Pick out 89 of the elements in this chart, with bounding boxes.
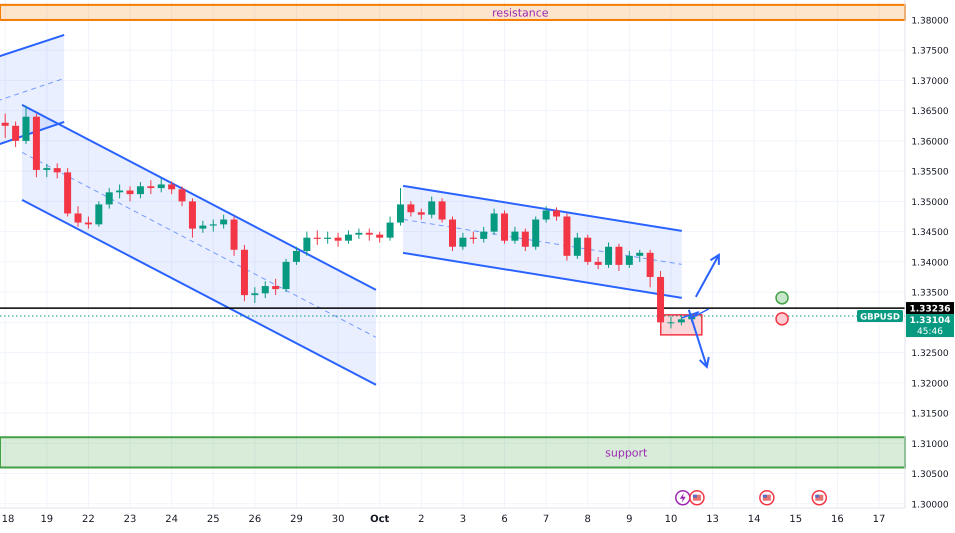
candlestick bbox=[522, 228, 529, 252]
y-tick-label: 1.36500 bbox=[911, 107, 949, 118]
x-tick-label: 26 bbox=[248, 514, 262, 525]
candlestick bbox=[262, 280, 269, 299]
x-tick-label: 24 bbox=[165, 514, 178, 525]
x-tick-label: 29 bbox=[290, 514, 303, 525]
y-tick-label: 1.32500 bbox=[911, 349, 949, 360]
x-tick-label: 15 bbox=[789, 514, 802, 525]
candlestick bbox=[615, 243, 622, 272]
candlestick bbox=[168, 180, 176, 195]
candlestick bbox=[459, 232, 466, 250]
x-tick-label: 17 bbox=[872, 514, 886, 525]
candlestick bbox=[272, 278, 280, 296]
annotation: GBPUSD bbox=[860, 312, 900, 323]
y-tick-label: 1.32000 bbox=[911, 379, 949, 390]
x-tick-label: 10 bbox=[664, 514, 678, 525]
candlestick bbox=[292, 246, 300, 266]
candlestick bbox=[106, 188, 113, 210]
candlestick bbox=[574, 232, 581, 260]
candlestick bbox=[438, 198, 446, 224]
y-tick-label: 1.31000 bbox=[911, 440, 949, 450]
y-tick-label: 1.35000 bbox=[911, 198, 949, 208]
candlestick bbox=[95, 200, 102, 228]
candlestick bbox=[334, 232, 342, 248]
candlestick bbox=[12, 121, 20, 148]
y-tick-label: 1.38000 bbox=[911, 16, 949, 26]
text: 45:46 bbox=[917, 327, 944, 338]
x-tick-label: 30 bbox=[332, 514, 344, 525]
candlestick bbox=[344, 230, 352, 244]
candlestick bbox=[178, 186, 186, 207]
candlestick bbox=[428, 196, 436, 219]
y-tick-label: 1.34500 bbox=[911, 228, 949, 238]
x-tick-label: 18 bbox=[2, 514, 14, 525]
candlestick bbox=[2, 113, 9, 138]
y-tick-label: 1.37500 bbox=[911, 46, 949, 57]
x-tick-label: 6 bbox=[501, 514, 508, 525]
x-tick-label: 14 bbox=[748, 514, 761, 525]
y-tick-label: 1.37000 bbox=[911, 76, 949, 87]
candlestick bbox=[303, 231, 310, 256]
x-tick-label: 3 bbox=[460, 514, 466, 525]
x-tick-label: 19 bbox=[40, 514, 54, 525]
candlestick bbox=[626, 250, 633, 268]
candlestick bbox=[386, 216, 394, 242]
candlestick bbox=[542, 206, 550, 224]
x-tick-label: 2 bbox=[418, 514, 424, 525]
y-tick-label: 1.31500 bbox=[911, 410, 949, 420]
x-tick-label: 16 bbox=[831, 514, 844, 525]
candlestick bbox=[605, 242, 612, 268]
candlestick bbox=[376, 231, 384, 244]
candlestick bbox=[74, 206, 82, 228]
y-tick-label: 1.35500 bbox=[911, 168, 949, 178]
candlestick bbox=[407, 200, 414, 218]
band-label: support bbox=[605, 446, 648, 460]
x-tick-label: Oct bbox=[370, 514, 390, 525]
candlestick bbox=[220, 214, 228, 230]
x-tick-label: 25 bbox=[206, 514, 220, 525]
candlestick bbox=[324, 231, 332, 244]
candlestick bbox=[470, 231, 477, 244]
candlestick bbox=[667, 316, 674, 329]
candlestick bbox=[158, 178, 165, 193]
ref-line-label: 1.33104 bbox=[910, 316, 950, 326]
candlestick bbox=[199, 220, 206, 234]
candlestick bbox=[43, 163, 50, 178]
band-label: resistance bbox=[492, 6, 549, 20]
candlestick bbox=[490, 208, 498, 236]
y-tick-label: 1.33500 bbox=[911, 288, 949, 299]
y-tick-label: 1.34000 bbox=[911, 258, 949, 268]
y-tick-label: 1.30500 bbox=[911, 470, 949, 480]
x-tick-label: 23 bbox=[124, 514, 136, 525]
candlestick bbox=[54, 162, 61, 179]
y-tick-label: 1.36000 bbox=[911, 137, 949, 148]
candlestick bbox=[636, 249, 644, 262]
x-tick-label: 7 bbox=[542, 514, 550, 525]
candlestick bbox=[136, 182, 144, 199]
candlestick bbox=[553, 206, 560, 222]
candlestick bbox=[314, 230, 321, 246]
y-tick-label: 1.30000 bbox=[911, 500, 949, 510]
candlestick bbox=[396, 188, 404, 226]
candlestick bbox=[511, 226, 518, 244]
candlestick bbox=[116, 184, 124, 199]
x-tick-label: 13 bbox=[706, 514, 719, 525]
x-tick-label: 22 bbox=[82, 514, 95, 525]
x-tick-label: 8 bbox=[584, 514, 591, 525]
candlestick bbox=[126, 186, 134, 202]
candlestick bbox=[594, 256, 602, 270]
candlestick bbox=[480, 226, 488, 244]
candlestick bbox=[84, 216, 92, 230]
ref-line-label: 1.33236 bbox=[910, 304, 950, 315]
x-tick-label: 9 bbox=[626, 514, 633, 525]
